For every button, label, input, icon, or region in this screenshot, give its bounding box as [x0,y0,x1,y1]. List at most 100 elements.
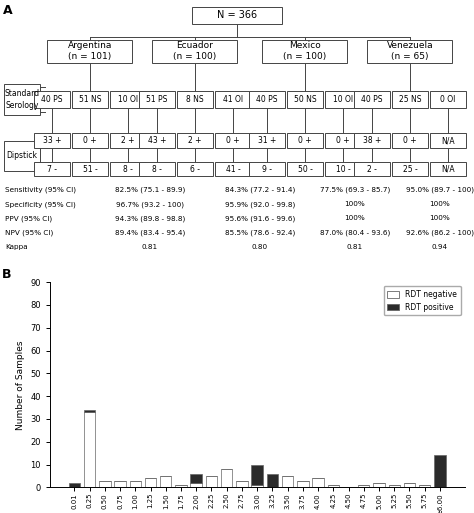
Text: Ecuador
(n = 100): Ecuador (n = 100) [173,41,217,62]
Text: Dipstick: Dipstick [7,151,37,161]
Bar [206,476,217,487]
Text: 25 -: 25 - [402,165,418,174]
Text: Standard
Serology: Standard Serology [4,89,39,110]
Text: 31 +: 31 + [258,136,276,145]
Bar [251,465,263,485]
Bar [191,473,202,483]
Text: 10 OI: 10 OI [333,95,353,104]
Bar [177,91,213,108]
Text: 40 PS: 40 PS [41,95,63,104]
Text: 40 PS: 40 PS [256,95,278,104]
Bar [354,91,390,108]
Bar [34,162,70,176]
Bar [72,91,108,108]
Text: 10 -: 10 - [336,165,350,174]
Text: 82.5% (75.1 - 89.9): 82.5% (75.1 - 89.9) [115,187,185,193]
Text: Venezuela
(n = 65): Venezuela (n = 65) [387,41,433,62]
Bar [267,473,278,487]
Bar [263,40,347,63]
Text: 2 +: 2 + [188,136,202,145]
Bar [129,481,141,487]
Text: 0 +: 0 + [336,136,350,145]
Bar [215,162,251,176]
Bar [110,162,146,176]
Text: 0 OI: 0 OI [440,95,456,104]
Bar [34,91,70,108]
Text: 25 NS: 25 NS [399,95,421,104]
Text: PPV (95% CI): PPV (95% CI) [5,215,52,222]
Bar [430,133,466,148]
Bar [354,133,390,148]
Text: 2 -: 2 - [367,165,377,174]
Text: Specificity (95% CI): Specificity (95% CI) [5,201,76,208]
Text: 94.3% (89.8 - 98.8): 94.3% (89.8 - 98.8) [115,215,185,222]
Bar [153,40,237,63]
Bar [215,91,251,108]
Text: 51 PS: 51 PS [146,95,168,104]
Legend: RDT negative, RDT positive: RDT negative, RDT positive [383,286,461,315]
Text: 2 +: 2 + [121,136,135,145]
Bar [434,456,446,487]
Text: NPV (95% CI): NPV (95% CI) [5,230,53,236]
Text: 0 +: 0 + [83,136,97,145]
Text: 38 +: 38 + [363,136,381,145]
Bar [47,40,133,63]
Text: 9 -: 9 - [262,165,272,174]
Bar [392,133,428,148]
Bar [249,162,285,176]
Bar [249,133,285,148]
Text: 95.0% (89.7 - 100): 95.0% (89.7 - 100) [406,187,474,193]
Bar [374,483,385,487]
Bar [139,162,175,176]
Bar [84,412,95,487]
Text: 84.3% (77.2 - 91.4): 84.3% (77.2 - 91.4) [225,187,295,193]
Text: Sensitivity (95% CI): Sensitivity (95% CI) [5,187,76,193]
Bar [4,141,40,171]
Text: 95.6% (91.6 - 99.6): 95.6% (91.6 - 99.6) [225,215,295,222]
Text: Kappa: Kappa [5,244,27,250]
Y-axis label: Number of Samples: Number of Samples [16,340,25,429]
Bar [34,133,70,148]
Text: 0.94: 0.94 [432,244,448,250]
Text: 41 OI: 41 OI [223,95,243,104]
Text: 100%: 100% [429,201,450,207]
Text: 43 +: 43 + [148,136,166,145]
Text: 95.9% (92.0 - 99.8): 95.9% (92.0 - 99.8) [225,201,295,208]
Bar [139,91,175,108]
Text: 50 -: 50 - [298,165,312,174]
Bar [236,481,247,487]
Text: 7 -: 7 - [47,165,57,174]
Bar [404,483,415,487]
Bar [114,481,126,487]
Bar [419,485,430,487]
Text: N = 366: N = 366 [217,10,257,21]
Bar [389,485,400,487]
Text: 85.5% (78.6 - 92.4): 85.5% (78.6 - 92.4) [225,230,295,236]
Bar [297,481,309,487]
Text: 0 +: 0 + [226,136,240,145]
Bar [110,91,146,108]
Text: 0.81: 0.81 [142,244,158,250]
Text: N/A: N/A [441,136,455,145]
Text: 6 -: 6 - [190,165,200,174]
Bar [175,485,187,487]
Bar [69,483,80,487]
Text: Argentina
(n = 101): Argentina (n = 101) [68,41,112,62]
Text: 40 PS: 40 PS [361,95,383,104]
Text: 51 NS: 51 NS [79,95,101,104]
Bar [249,91,285,108]
Bar [160,476,172,487]
Text: 50 NS: 50 NS [294,95,316,104]
Text: 0 +: 0 + [403,136,417,145]
Text: 77.5% (69.3 - 85.7): 77.5% (69.3 - 85.7) [320,187,390,193]
Bar [392,162,428,176]
Bar [354,162,390,176]
Bar [430,162,466,176]
Bar [110,133,146,148]
Bar [72,133,108,148]
Text: Mexico
(n = 100): Mexico (n = 100) [283,41,327,62]
Bar [72,162,108,176]
Bar [192,7,282,24]
Text: A: A [3,4,13,17]
Bar [99,481,110,487]
